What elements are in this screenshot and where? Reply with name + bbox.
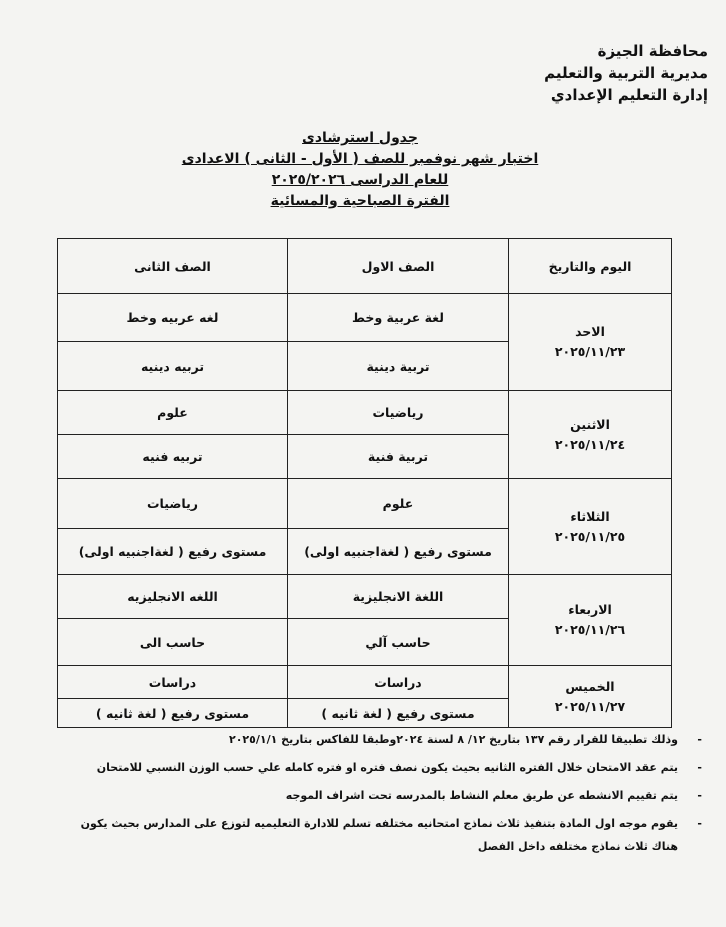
subtitle: اختبار شهر نوفمبر للصف ( الأول - الثانى …	[181, 151, 539, 167]
exam-date: ٢٠٢٥/١١/٢٧	[554, 698, 626, 714]
note: - وذلك تطبيقا للقرار رقم ١٣٧ بتاريخ ١٢/ ٨…	[228, 733, 702, 746]
document-titles: جدول استرشادى اختبار شهر نوفمبر للصف ( ا…	[150, 128, 570, 212]
day-date-cell: الثلاثاء ٢٠٢٥/١١/٢٥	[508, 478, 672, 575]
day-name: الاثنين	[570, 416, 610, 432]
administration: إدارة التعليم الإعدادي	[550, 86, 708, 104]
day-date-cell: الاثنين ٢٠٢٥/١١/٢٤	[508, 390, 672, 479]
letterhead: محافظة الجيزة مديرية التربية والتعليم إد…	[544, 40, 708, 106]
grade-1-subject: رياضيات	[287, 390, 509, 435]
note: - يتم تقييم الانشطه عن طريق معلم النشاط ب…	[285, 789, 702, 802]
day-date-cell: الخميس ٢٠٢٥/١١/٢٧	[508, 665, 672, 728]
table-row: مستوى رفيع ( لغة ثانيه ) مستوى رفيع ( لغة…	[57, 698, 672, 728]
note-text: يتم عقد الامتحان خلال الفتره الثانيه بحي…	[96, 761, 678, 774]
table-row: الثلاثاء ٢٠٢٥/١١/٢٥ علوم رياضيات	[57, 478, 672, 575]
note-text: وذلك تطبيقا للقرار رقم ١٣٧ بتاريخ ١٢/ ٨ …	[228, 733, 678, 746]
day-name: الخميس	[565, 678, 615, 694]
day-name: الاربعاء	[568, 602, 612, 617]
exam-date: ٢٠٢٥/١١/٢٥	[554, 528, 626, 544]
exam-date: ٢٠٢٥/١١/٢٣	[554, 344, 626, 359]
day-name: الاحد	[575, 324, 605, 339]
day-date-cell: الاربعاء ٢٠٢٥/١١/٢٦	[508, 574, 672, 666]
title: جدول استرشادى	[302, 130, 418, 146]
grade-2-subject: رياضيات	[57, 478, 288, 529]
directorate: مديرية التربية والتعليم	[544, 64, 708, 82]
table-row: الاحد ٢٠٢٥/١١/٢٣ لغة عربية وخط لغه عربيه وخ…	[57, 293, 672, 391]
note-text: يقوم موجه اول المادة بتنفيذ ثلاث نماذج ا…	[80, 817, 678, 830]
grade-1-subject: اللغة الانجليزية	[287, 574, 509, 619]
grade-1-subject: دراسات	[287, 665, 509, 699]
grade-1-subject: علوم	[287, 478, 509, 529]
table-row: تربية فنية تربيه فنيه	[57, 434, 672, 479]
table-row: الاربعاء ٢٠٢٥/١١/٢٦ اللغة الانجليزية اللغه …	[57, 574, 672, 666]
periods: الفترة الصباحية والمسائية	[270, 193, 450, 209]
grade-2-subject: علوم	[57, 390, 288, 435]
note-text: يتم تقييم الانشطه عن طريق معلم النشاط با…	[285, 789, 678, 802]
header-grade-1: الصف الاول	[287, 238, 509, 294]
table-header-row: اليوم والتاريخ الصف الاول الصف الثانى	[57, 238, 672, 294]
grade-2-subject: اللغه الانجليزيه	[57, 574, 288, 619]
grade-2-subject: تربيه دينيه	[57, 341, 288, 391]
exam-schedule-table: اليوم والتاريخ الصف الاول الصف الثانى ال…	[57, 238, 672, 728]
table-row: الاثنين ٢٠٢٥/١١/٢٤ رياضيات علوم	[57, 390, 672, 479]
table-row: تربية دينية تربيه دينيه	[57, 341, 672, 391]
grade-2-subject: حاسب الى	[57, 618, 288, 666]
notes-list: - وذلك تطبيقا للقرار رقم ١٣٧ بتاريخ ١٢/ ٨…	[20, 732, 706, 867]
grade-2-subject: تربيه فنيه	[57, 434, 288, 479]
header-day-date: اليوم والتاريخ	[508, 238, 672, 294]
table-row: مستوى رفيع ( لغةاجنبيه اولى) مستوى رفيع (…	[57, 528, 672, 575]
grade-1-subject: تربية فنية	[287, 434, 509, 479]
table-row: حاسب آلي حاسب الى	[57, 618, 672, 666]
grade-1-subject: حاسب آلي	[287, 618, 509, 666]
governorate: محافظة الجيزة	[597, 42, 708, 60]
grade-1-subject: تربية دينية	[287, 341, 509, 391]
note-text-continued: هناك ثلاث نماذج مختلفه داخل الفصل	[477, 840, 678, 853]
grade-2-subject: مستوى رفيع ( لغةاجنبيه اولى)	[57, 528, 288, 575]
exam-date: ٢٠٢٥/١١/٢٤	[554, 436, 626, 452]
header-grade-2: الصف الثانى	[57, 238, 288, 294]
grade-1-subject: مستوى رفيع ( لغة ثانيه )	[287, 698, 509, 728]
school-year: للعام الدراسى ٢٠٢٥/٢٠٢٦	[271, 172, 449, 188]
exam-date: ٢٠٢٥/١١/٢٦	[554, 622, 626, 637]
grade-2-subject: مستوى رفيع ( لغة ثانيه )	[57, 698, 288, 728]
grade-2-subject: لغه عربيه وخط	[57, 293, 288, 342]
table-row: الخميس ٢٠٢٥/١١/٢٧ دراسات دراسات	[57, 665, 672, 728]
grade-1-subject: مستوى رفيع ( لغةاجنبيه اولى)	[287, 528, 509, 575]
note: - يقوم موجه اول المادة بتنفيذ ثلاث نماذج …	[20, 816, 706, 854]
day-name: الثلاثاء	[570, 508, 610, 524]
grade-1-subject: لغة عربية وخط	[287, 293, 509, 342]
grade-2-subject: دراسات	[57, 665, 288, 699]
note: - يتم عقد الامتحان خلال الفتره الثانيه بح…	[96, 761, 702, 774]
day-date-cell: الاحد ٢٠٢٥/١١/٢٣	[508, 293, 672, 391]
